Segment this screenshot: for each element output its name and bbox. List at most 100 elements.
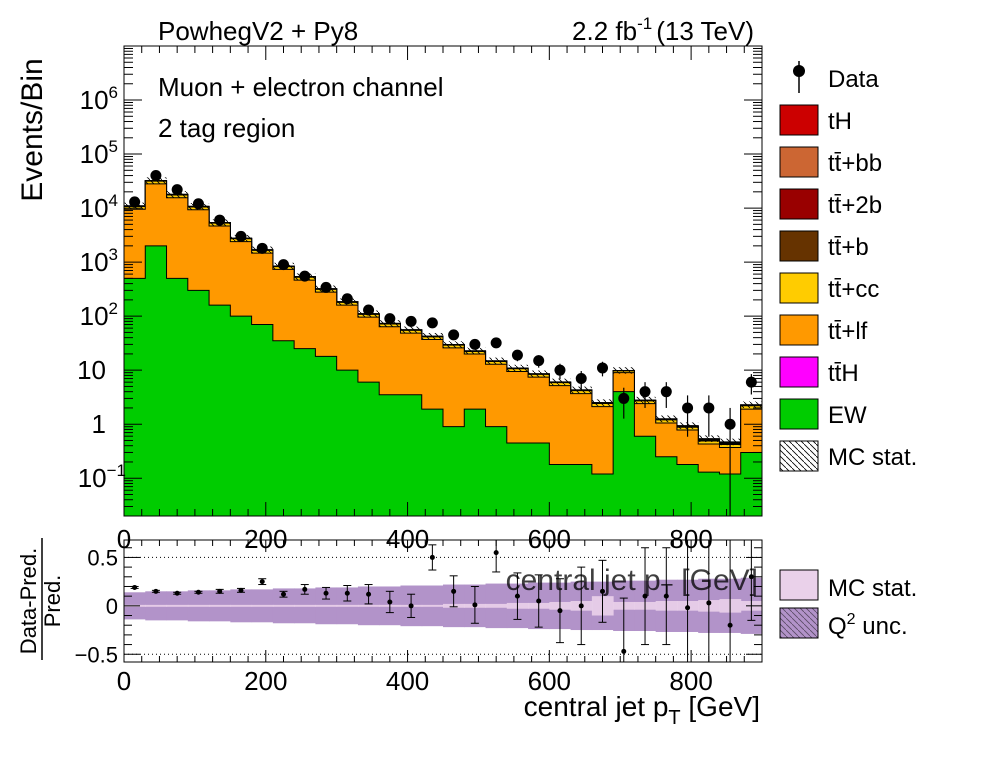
data-point [256, 242, 268, 254]
stack-ew [124, 245, 762, 516]
data-point [150, 170, 162, 182]
data-point [554, 364, 566, 376]
mc-stat-band [336, 604, 359, 607]
data-point [192, 198, 204, 210]
data-point [129, 196, 141, 208]
mc-stat-band [145, 604, 168, 607]
data-point [171, 184, 183, 196]
legend-label-ttb: tt̄+b [828, 234, 869, 261]
y-tick-label: 104 [80, 191, 118, 223]
data-point [575, 373, 587, 385]
main-stack [124, 177, 762, 516]
ratio-points [130, 539, 756, 663]
data-point [320, 281, 332, 293]
legend-label-ttH: tt̄H [828, 360, 859, 387]
ratio-point [642, 593, 648, 599]
mc-stat-hatch [591, 399, 614, 406]
y-tick-label: 1 [92, 409, 106, 439]
ratio-legend-swatch-mcstat [779, 569, 819, 601]
data-point [660, 386, 672, 398]
mc-stat-hatch [421, 332, 443, 340]
ratio-legend-swatch-hatch [780, 608, 818, 638]
data-point [448, 329, 460, 341]
data-point [214, 214, 226, 226]
legend-swatch-ttlf [779, 314, 819, 346]
generator-label: PowhegV2 + Py8 [158, 16, 358, 46]
mc-stat-hatch [613, 367, 635, 374]
ratio-point [259, 579, 265, 585]
legend-swatch-ttcc [779, 272, 819, 304]
data-point [363, 304, 375, 316]
ratio-point [217, 588, 223, 594]
ratio-y-tick-label: 0.5 [87, 545, 118, 570]
y-tick-label: 10 [77, 355, 106, 385]
ratio-x-tick-label: 600 [528, 666, 571, 696]
ratio-y-label: Data-Pred. Pred. [16, 538, 65, 660]
ratio-point [706, 600, 712, 606]
ratio-point [663, 593, 669, 599]
data-point [341, 293, 353, 305]
data-point [618, 392, 630, 404]
data-point [405, 315, 417, 327]
data-point [511, 349, 523, 361]
ratio-point [238, 587, 244, 593]
mc-stat-band [357, 604, 380, 607]
data-point [490, 337, 502, 349]
ratio-point [429, 554, 435, 560]
ratio-point [685, 605, 691, 611]
legend-label-mcstat: MC stat. [828, 444, 917, 471]
ratio-y-tick-label: −0.5 [75, 642, 118, 667]
data-point [469, 338, 481, 350]
legend-label-ttcc: tt̄+cc [828, 276, 879, 303]
legend-label-data: Data [828, 66, 879, 93]
lumi-label: 2.2 fb-1 (13 TeV) [572, 14, 754, 46]
ratio-point [174, 590, 180, 596]
ratio-point [366, 591, 372, 597]
ratio-x-tick-label: 0 [117, 666, 131, 696]
mc-stat-band [315, 604, 338, 607]
ratio-point [344, 590, 350, 596]
legend-swatch-EW [779, 398, 819, 430]
channel-annotation: Muon + electron channel [158, 72, 443, 102]
ratio-point [408, 603, 414, 609]
y-tick-label: 10−1 [78, 461, 126, 493]
mc-stat-band [166, 604, 189, 607]
mc-stat-band [187, 604, 210, 607]
ratio-point [472, 602, 478, 608]
ratio-point [195, 589, 201, 595]
ratio-point [451, 588, 457, 594]
mc-stat-hatch [506, 364, 529, 372]
ratio-point [514, 593, 520, 599]
ratio-y-tick-label: 0 [106, 594, 118, 619]
legend-label-tt2b: tt̄+2b [828, 192, 882, 219]
mc-stat-hatch [655, 415, 677, 423]
mc-stat-hatch [698, 435, 720, 442]
data-point [745, 376, 757, 388]
legend-swatch-tH [779, 104, 819, 136]
ratio-point [132, 584, 138, 590]
mc-stat-hatch [485, 357, 507, 365]
data-point [597, 362, 608, 374]
ratio-point [748, 574, 754, 580]
y-axis-label: Events/Bin [16, 58, 49, 201]
mc-stat-hatch [740, 401, 762, 409]
ratio-point [578, 603, 584, 609]
legend-swatch-ttH [779, 356, 819, 388]
data-point [724, 418, 736, 430]
ratio-axes: 0 200 400 600 800−0.500.5 [75, 540, 763, 696]
ratio-y-label-denominator: Pred. [40, 575, 65, 628]
region-annotation: 2 tag region [158, 113, 295, 143]
legend-swatch-tt2b [779, 188, 819, 220]
mc-stat-band [485, 603, 508, 608]
ratio-point [153, 588, 159, 594]
legend-data-marker [793, 65, 805, 77]
mc-stat-hatch [570, 386, 592, 394]
main-data-points [129, 170, 757, 516]
ratio-point [600, 588, 605, 594]
mc-stat-band [251, 604, 274, 607]
data-point [235, 230, 247, 242]
ratio-point [727, 622, 733, 628]
y-tick-label: 102 [80, 299, 118, 331]
